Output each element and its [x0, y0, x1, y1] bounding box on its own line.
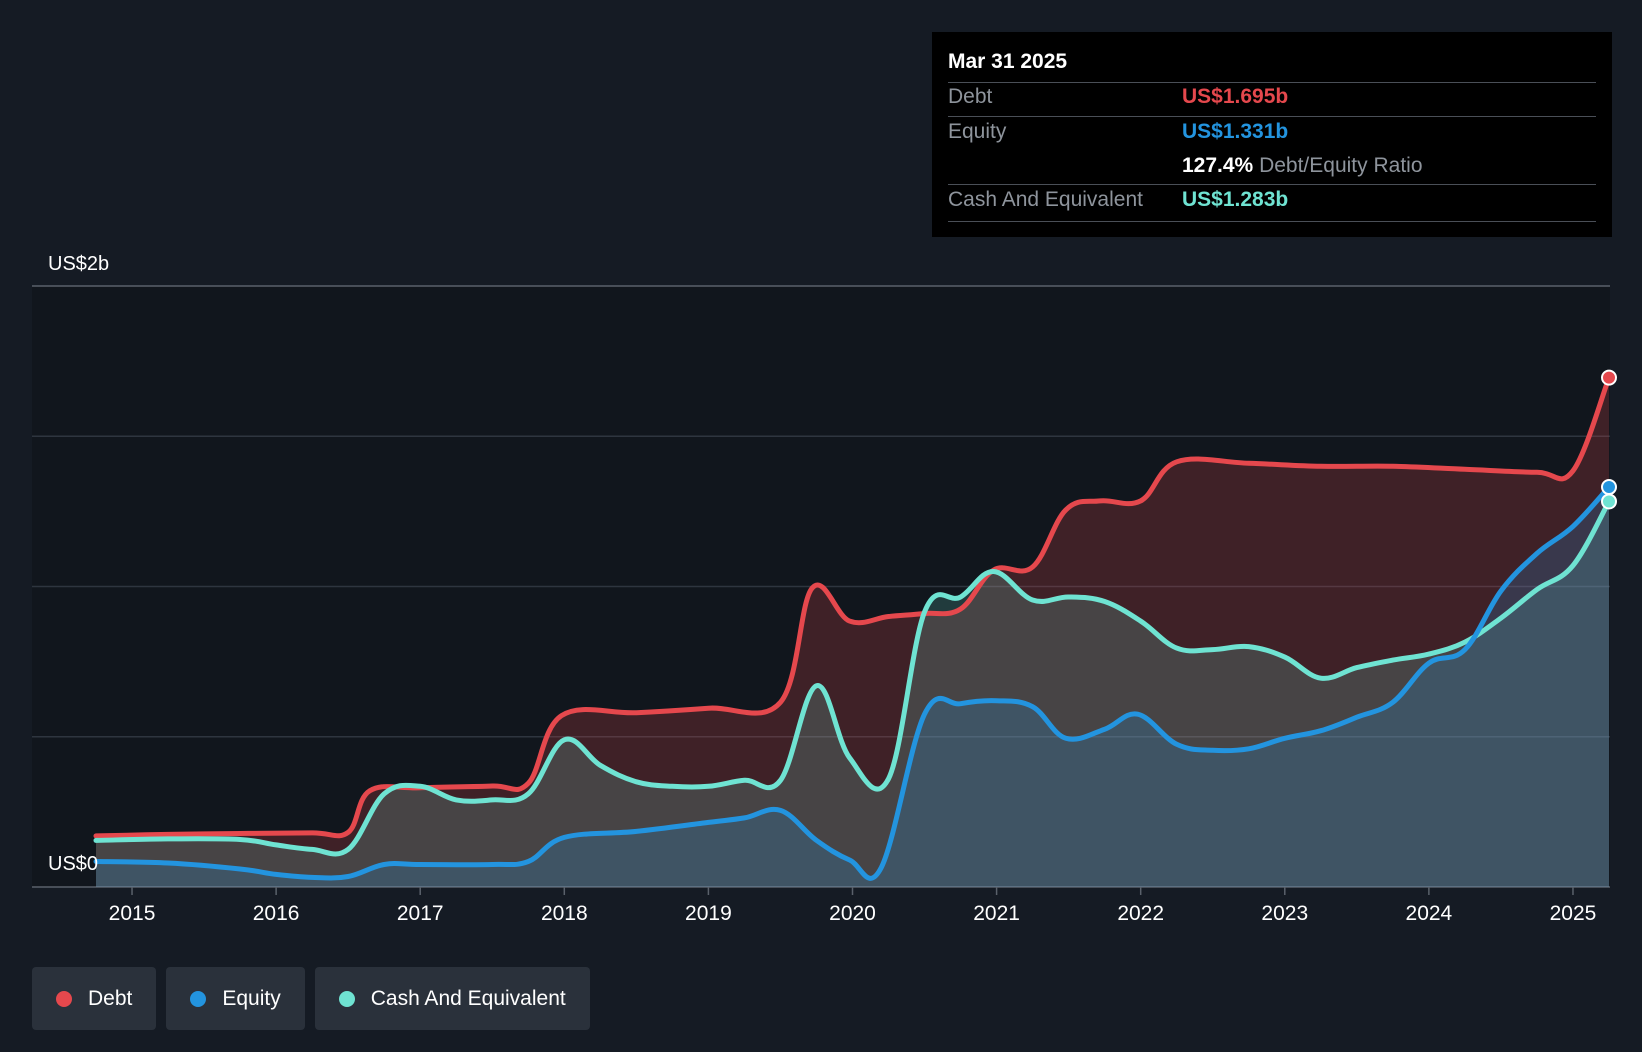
tooltip-ratio-label: Debt/Equity Ratio	[1259, 154, 1423, 177]
legend-dot-equity	[190, 990, 207, 1007]
tooltip-divider	[948, 221, 1596, 222]
area-debt	[96, 377, 1609, 887]
legend-item-equity[interactable]: Equity	[166, 967, 305, 1030]
legend-dot-cash	[338, 990, 355, 1007]
endpoint-equity	[1601, 479, 1617, 496]
line-equity	[93, 484, 1612, 881]
x-tick-label: 2016	[253, 902, 300, 925]
tooltip-ratio-value: 127.4%	[1182, 154, 1254, 177]
area-equity	[96, 487, 1609, 887]
x-tick-label: 2017	[397, 902, 444, 925]
legend-item-debt[interactable]: Debt	[32, 967, 157, 1030]
legend-item-cash[interactable]: Cash And Equivalent	[314, 967, 590, 1030]
y-axis-label-top: US$2b	[48, 253, 109, 275]
line-cash-and-equivalent	[93, 499, 1612, 857]
tooltip-cash-label: Cash And Equivalent	[948, 188, 1143, 211]
legend-dot-debt	[56, 990, 72, 1007]
tooltip-equity-value: US$1.331b	[1182, 120, 1289, 143]
legend-label-debt: Debt	[88, 986, 133, 1010]
tooltip-date: Mar 31 2025	[948, 50, 1068, 73]
x-tick-label: 2022	[1117, 902, 1164, 925]
endpoint-debt	[1601, 369, 1617, 386]
chart-tooltip: Mar 31 2025 Debt US$1.695b Equity US$1.3…	[932, 32, 1612, 237]
x-tick-label: 2021	[973, 902, 1020, 925]
x-tick-label: 2024	[1406, 902, 1453, 925]
y-axis-label-bottom: US$0	[48, 853, 98, 875]
legend-label-cash: Cash And Equivalent	[370, 986, 566, 1010]
x-tick-label: 2018	[541, 902, 588, 925]
tooltip-divider	[948, 116, 1596, 117]
x-tick-label: 2025	[1550, 902, 1597, 925]
tooltip-divider	[948, 82, 1596, 83]
tooltip-equity-label: Equity	[948, 120, 1007, 143]
x-tick-label: 2019	[685, 902, 732, 925]
tooltip-debt-value: US$1.695b	[1182, 85, 1289, 108]
line-debt	[93, 375, 1612, 839]
x-tick-label: 2015	[109, 902, 156, 925]
area-cash-and-equivalent	[96, 501, 1609, 887]
tooltip-cash-value: US$1.283b	[1182, 188, 1289, 211]
tooltip-divider	[948, 184, 1596, 185]
tooltip-ratio: 127.4% Debt/Equity Ratio	[1182, 154, 1423, 178]
x-tick-label: 2023	[1261, 902, 1308, 925]
chart-legend: Debt Equity Cash And Equivalent	[32, 967, 590, 1030]
tooltip-debt-label: Debt	[948, 85, 993, 108]
legend-label-equity: Equity	[222, 986, 281, 1010]
endpoint-cash-and-equivalent	[1601, 493, 1617, 510]
x-tick-label: 2020	[829, 902, 876, 925]
